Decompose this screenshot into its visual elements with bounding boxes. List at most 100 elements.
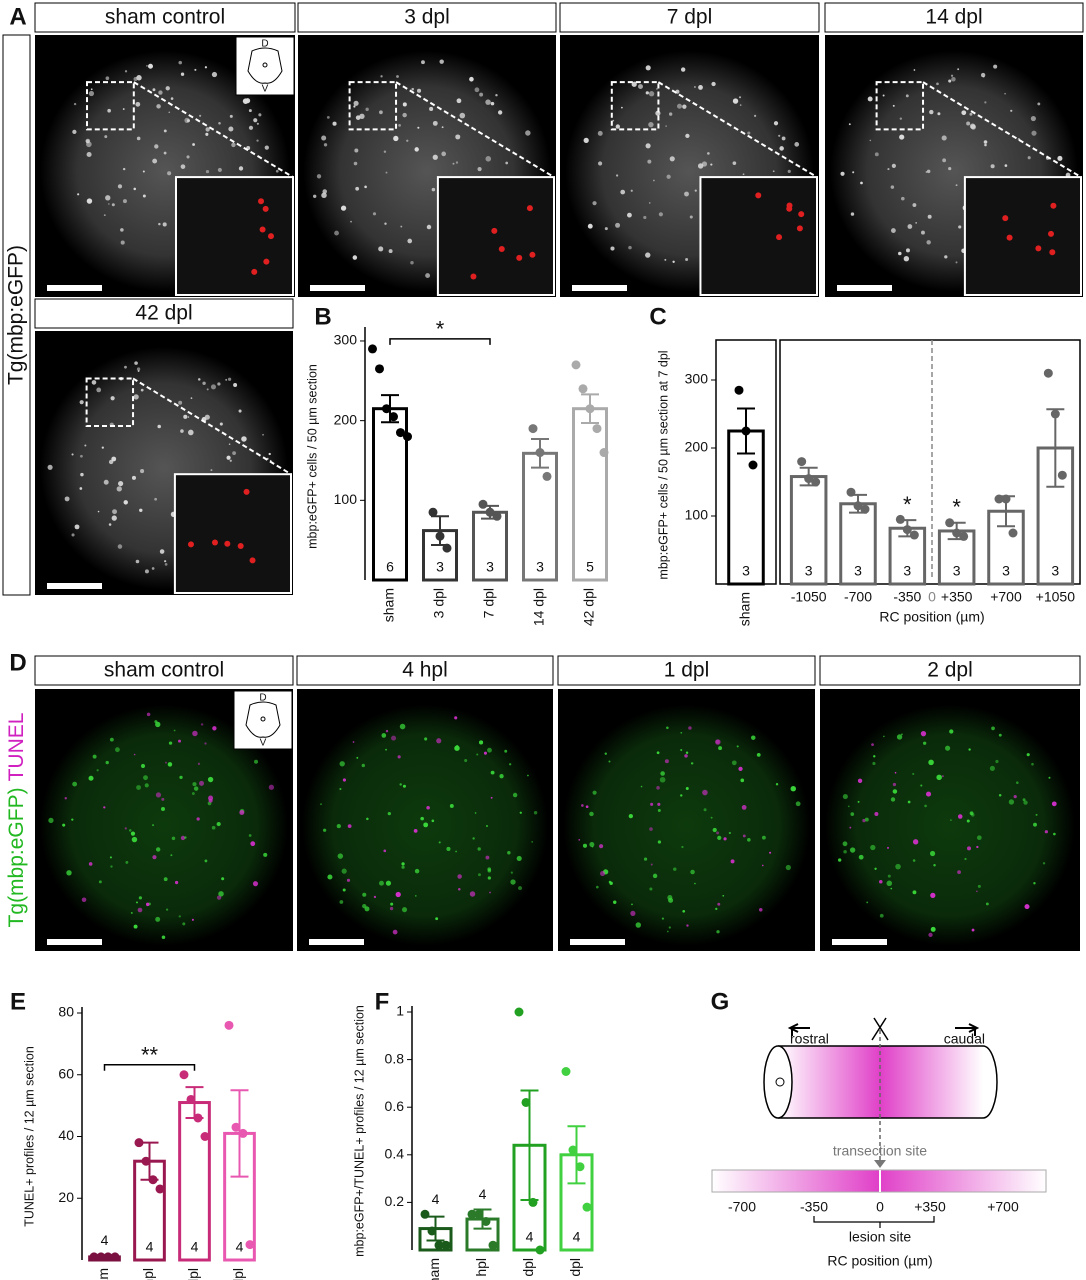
speckle [401, 907, 408, 913]
speckle [385, 748, 388, 751]
speckle [229, 114, 233, 118]
ylabel-box [2, 34, 31, 596]
x-tick-label: sham [95, 1268, 111, 1280]
x-tick-label: 2 dpl [230, 1268, 246, 1280]
speckle [872, 761, 876, 766]
speckle [407, 238, 413, 244]
speckle [1048, 776, 1051, 779]
speckle [144, 569, 149, 574]
x-tick-label: 14 dpl [531, 588, 547, 626]
speckle [957, 870, 961, 874]
speckle [64, 797, 67, 800]
speckle [775, 783, 779, 786]
data-point [224, 1020, 234, 1030]
speckle [110, 396, 115, 401]
speckle [976, 890, 978, 893]
y-tick-label: 200 [334, 411, 358, 427]
speckle [738, 96, 742, 99]
speckle [192, 143, 195, 146]
speckle [421, 60, 425, 65]
speckle [379, 110, 383, 115]
speckle [951, 77, 956, 82]
speckle [191, 918, 194, 921]
speckle [111, 456, 117, 462]
speckle [401, 862, 405, 866]
speckle [912, 203, 917, 207]
speckle [732, 98, 739, 104]
speckle [263, 852, 268, 857]
speckle [969, 123, 976, 129]
speckle [372, 212, 377, 216]
speckle [599, 844, 604, 849]
speckle [485, 855, 490, 860]
data-point [535, 1245, 545, 1255]
speckle [505, 161, 509, 165]
n-label: 4 [573, 1229, 581, 1245]
data-point [186, 1094, 196, 1104]
speckle [685, 786, 689, 790]
speckle [982, 75, 985, 78]
speckle [152, 824, 155, 827]
speckle [519, 811, 522, 814]
speckle [140, 388, 144, 392]
speckle [395, 891, 401, 898]
speckle [717, 835, 722, 840]
speckle [966, 819, 970, 823]
scale-bar [47, 285, 102, 291]
speckle [892, 789, 898, 794]
speckle [612, 119, 615, 122]
speckle [206, 388, 209, 391]
speckle [142, 194, 146, 198]
speckle [741, 805, 747, 810]
speckle [73, 102, 77, 106]
data-point [428, 507, 438, 517]
speckle [930, 892, 936, 898]
y-tick-label: 40 [58, 1127, 74, 1143]
data-point [481, 1216, 491, 1226]
cell-dot [786, 202, 793, 209]
speckle [1030, 115, 1036, 122]
speckle [432, 120, 438, 126]
speckle [256, 139, 259, 142]
zoom-box [85, 377, 135, 428]
speckle [136, 136, 141, 141]
speckle [258, 113, 262, 117]
speckle [899, 117, 903, 120]
speckle [929, 109, 934, 115]
x-tick-label: sham [381, 588, 397, 622]
tissue [563, 704, 810, 946]
speckle [901, 733, 903, 736]
speckle [359, 113, 365, 119]
data-point [528, 1197, 538, 1207]
sig-bracket [389, 338, 491, 345]
data-point [521, 1097, 531, 1107]
y-axis-label: mbp:eGFP+/TUNEL+ profiles / 12 µm sectio… [352, 1005, 366, 1257]
speckle [190, 397, 193, 399]
speckle [438, 841, 441, 844]
speckle [165, 908, 169, 911]
speckle [631, 81, 637, 87]
speckle [685, 133, 690, 138]
speckle [381, 733, 387, 738]
cell-dot [1006, 234, 1013, 241]
zoom-line [922, 81, 1082, 178]
speckle [122, 167, 126, 171]
speckle [452, 162, 455, 165]
image-title: 1 dpl [664, 659, 710, 682]
panel-label: F [375, 988, 390, 1015]
orientation-box [233, 690, 293, 750]
speckle [103, 479, 109, 485]
scale-label: +350 [914, 1199, 946, 1215]
data-point [1050, 409, 1060, 419]
cell-dot [796, 225, 803, 232]
speckle [104, 135, 108, 139]
speckle [346, 878, 351, 882]
speckle [146, 712, 151, 717]
speckle [323, 143, 328, 147]
speckle [941, 775, 944, 778]
speckle [497, 110, 503, 115]
speckle [163, 129, 167, 133]
speckle [469, 76, 474, 82]
speckle [402, 784, 406, 788]
speckle [1008, 799, 1015, 805]
